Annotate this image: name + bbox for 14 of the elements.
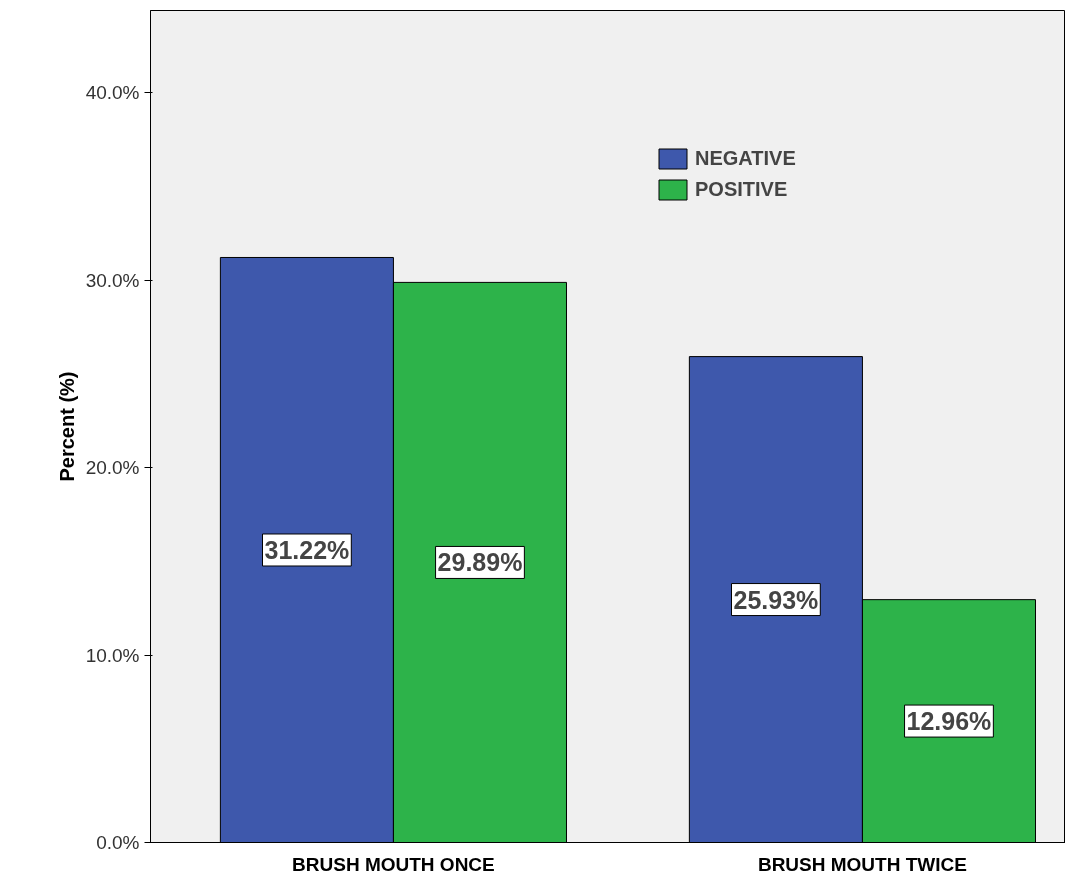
legend-label: NEGATIVE — [695, 147, 796, 170]
data-label: 25.93% — [733, 585, 819, 614]
data-label: 31.22% — [264, 535, 350, 564]
data-label: 12.96% — [906, 707, 992, 736]
x-tick-label: BRUSH MOUTH ONCE — [292, 853, 495, 875]
y-tick-label: 20.0% — [85, 457, 140, 479]
data-label: 29.89% — [437, 548, 523, 577]
legend-label: POSITIVE — [695, 178, 788, 201]
y-tick-label: 10.0% — [85, 644, 140, 666]
x-tick-label: BRUSH MOUTH TWICE — [757, 853, 967, 875]
y-axis-title: Percent (%) — [55, 371, 78, 482]
y-tick-label: 0.0% — [96, 832, 140, 853]
y-tick-label: 30.0% — [85, 269, 140, 291]
y-tick-label: 40.0% — [85, 82, 140, 104]
